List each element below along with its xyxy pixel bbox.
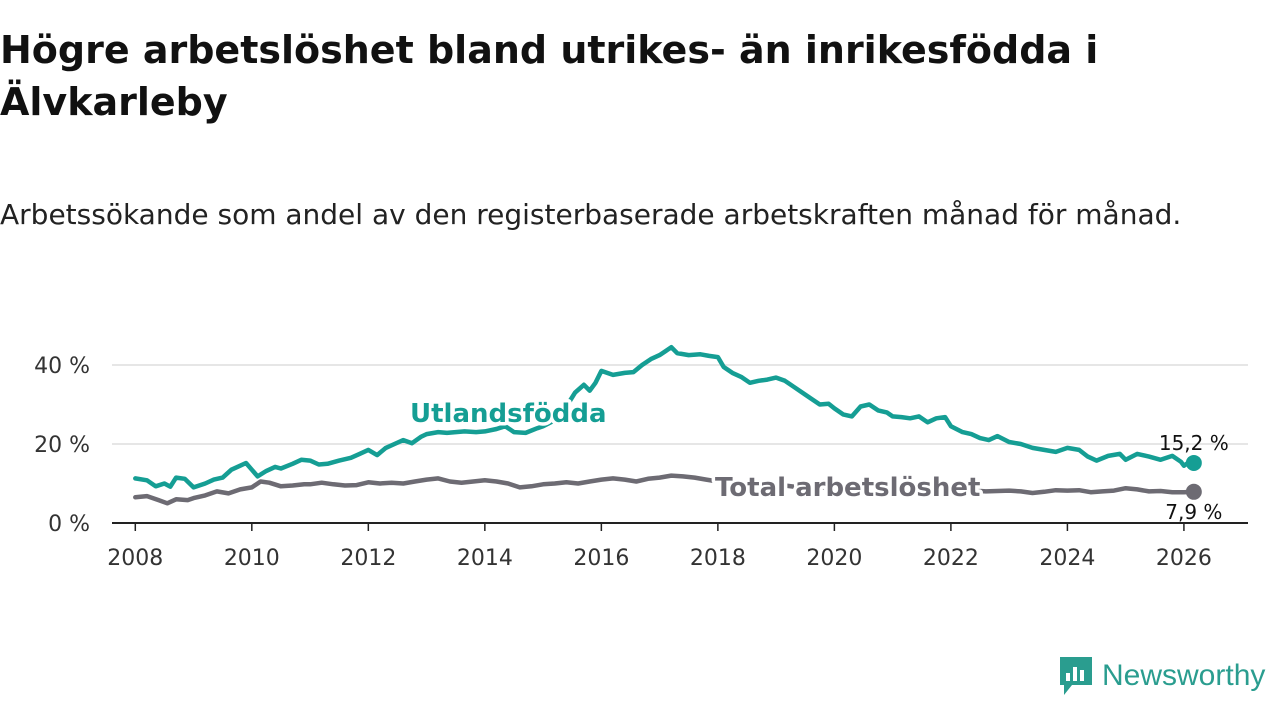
x-tick-label: 2010 <box>224 546 280 571</box>
x-tick-label: 2022 <box>923 546 979 571</box>
brand-name: Newsworthy <box>1102 659 1266 692</box>
series-end-dot-total <box>1185 483 1202 500</box>
gridlines <box>112 364 1248 524</box>
x-tick-label: 2014 <box>457 546 513 571</box>
y-tick-label: 20 % <box>34 433 90 458</box>
series-label-foreign: Utlandsfödda <box>410 399 607 429</box>
x-tick-label: 2026 <box>1156 546 1212 571</box>
series-end-dot-foreign <box>1185 454 1202 471</box>
series-label-total: Total arbetslöshet <box>715 473 980 503</box>
newsworthy-logo: Newsworthy <box>1058 654 1265 698</box>
series-line-foreign <box>133 344 1197 490</box>
y-tick-label: 0 % <box>48 512 90 537</box>
chart-title: Högre arbetslöshet bland utrikes- än inr… <box>0 28 1099 124</box>
y-axis-ticks: 0 % 20 % 40 % <box>34 354 90 537</box>
newsworthy-logo-icon <box>1060 657 1092 695</box>
end-label-foreign: 15,2 % <box>1159 431 1229 455</box>
end-label-total: 7,9 % <box>1165 500 1222 524</box>
y-tick-label: 40 % <box>34 354 90 379</box>
chart-subtitle: Arbetssökande som andel av den registerb… <box>0 198 1182 231</box>
x-tick-label: 2018 <box>690 546 746 571</box>
x-tick-label: 2012 <box>340 546 396 571</box>
x-axis-ticks: 2008 2010 2012 2014 2016 2018 2020 2022 2024 2026 <box>107 523 1212 571</box>
x-tick-label: 2016 <box>573 546 629 571</box>
series-lines <box>133 344 1202 506</box>
series-line-total <box>133 473 1197 506</box>
series-labels: 7,9 % 15,2 % Utlandsfödda Total arbetslöshe… <box>407 396 1229 524</box>
x-tick-label: 2024 <box>1039 546 1095 571</box>
x-tick-label: 2008 <box>107 546 163 571</box>
x-tick-label: 2020 <box>806 546 862 571</box>
